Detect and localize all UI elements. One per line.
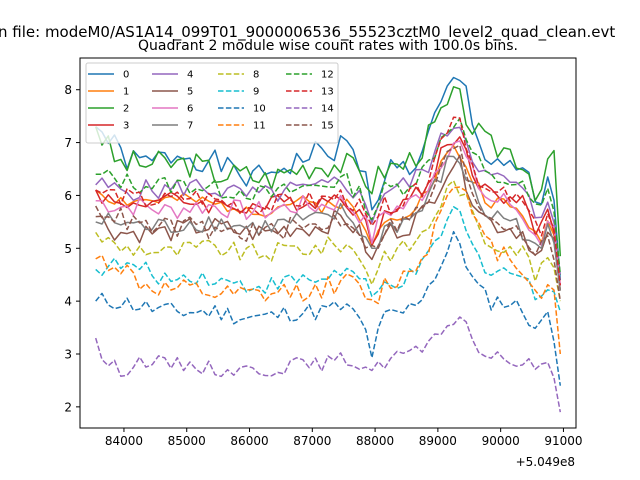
legend-label-3: 3	[123, 121, 129, 132]
chart-title: Quadrant 2 module wise count rates with …	[138, 38, 518, 54]
x-tick-label: 87000	[293, 434, 331, 448]
series-line-7	[95, 155, 562, 291]
plot-frame	[79, 57, 577, 429]
legend-label-13: 13	[321, 87, 334, 98]
series-line-14	[94, 316, 562, 413]
figure-suptitle: n file: modeM0/AS1A14_099T01_9000006536_…	[0, 23, 615, 42]
legend-box	[85, 62, 339, 144]
x-tick-label: 91000	[544, 434, 582, 448]
x-axis: 84000 85000 86000 87000 88000 89000 90000 91000	[105, 428, 583, 448]
x-tick-label: 84000	[105, 434, 143, 448]
x-tick-label: 89000	[419, 434, 457, 448]
legend-label-7: 7	[187, 121, 193, 132]
series-line-6	[95, 140, 562, 286]
legend-label-6: 6	[187, 104, 193, 115]
legend-label-0: 0	[123, 70, 129, 81]
series-line-10	[95, 230, 562, 386]
series-line-9	[95, 206, 562, 312]
series-line-0	[95, 76, 562, 281]
y-tick-label: 3	[64, 348, 72, 362]
legend-label-12: 12	[321, 70, 334, 81]
series-line-15	[95, 144, 562, 302]
legend-label-14: 14	[321, 104, 334, 115]
x-offset-label: +5.049e8	[516, 455, 575, 469]
x-tick-label: 85000	[168, 434, 206, 448]
legend-label-15: 15	[321, 121, 334, 132]
series-line-4	[95, 126, 562, 275]
legend-label-10: 10	[253, 104, 266, 115]
y-tick-label: 7	[64, 136, 72, 150]
y-axis: 2 3 4 5 6 7 8	[64, 83, 80, 414]
y-tick-label: 2	[64, 400, 72, 414]
legend-label-4: 4	[187, 70, 193, 81]
x-tick-label: 88000	[356, 434, 394, 448]
series-layer	[94, 76, 562, 413]
x-tick-label: 90000	[482, 434, 520, 448]
x-tick-label: 86000	[230, 434, 268, 448]
legend-label-8: 8	[253, 70, 259, 81]
series-line-5	[95, 154, 562, 291]
legend-label-11: 11	[253, 121, 266, 132]
y-tick-label: 4	[64, 295, 72, 309]
series-line-2	[94, 86, 562, 257]
series-line-8	[95, 179, 562, 302]
legend-label-1: 1	[123, 87, 129, 98]
legend-label-5: 5	[187, 87, 193, 98]
series-line-3	[95, 136, 562, 286]
series-line-12	[95, 117, 562, 275]
legend-label-9: 9	[253, 87, 259, 98]
y-tick-label: 5	[64, 242, 72, 256]
series-line-13	[95, 116, 562, 286]
series-line-11	[95, 186, 562, 355]
y-tick-label: 8	[64, 83, 72, 97]
y-tick-label: 6	[64, 189, 72, 203]
legend-label-2: 2	[123, 104, 129, 115]
